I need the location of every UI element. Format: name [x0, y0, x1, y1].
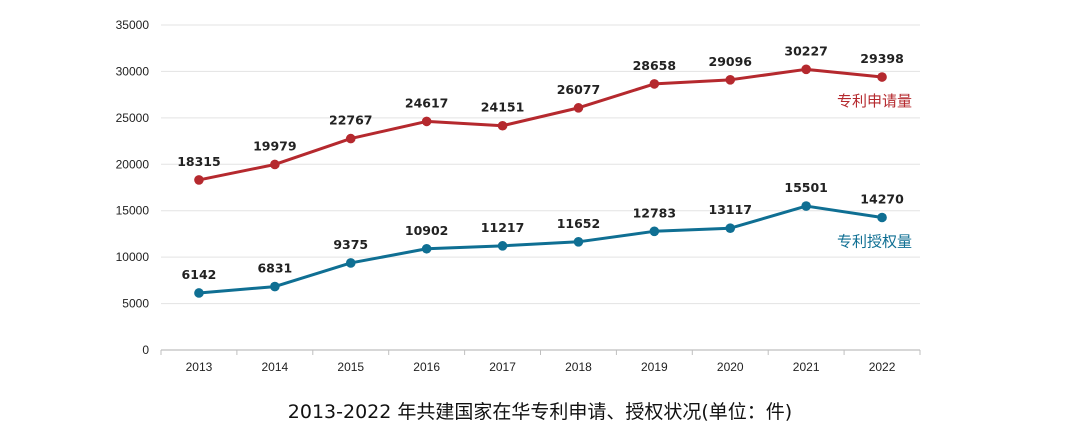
axes: 0 5000 10000 15000 20000 25000 30000 35000 2013 2… — [116, 18, 921, 374]
data-label: 19979 — [253, 138, 297, 153]
data-label: 12783 — [633, 205, 677, 220]
data-label: 11652 — [557, 216, 601, 231]
series-line — [197, 67, 884, 182]
data-point — [801, 64, 811, 75]
x-tick-label: 2015 — [337, 360, 364, 374]
data-point — [573, 237, 584, 247]
data-label: 22767 — [329, 113, 373, 128]
data-label: 18315 — [177, 154, 221, 169]
y-tick-label: 20000 — [116, 157, 150, 171]
x-tick-label: 2013 — [186, 360, 213, 374]
data-label: 29398 — [860, 51, 904, 66]
data-label: 6831 — [257, 261, 292, 276]
series-name-label: 专利授权量 — [837, 232, 912, 250]
chart-title: 2013-2022 年共建国家在华专利申请、授权状况(单位：件) — [288, 401, 792, 423]
data-label: 11217 — [481, 220, 525, 235]
data-point — [877, 212, 887, 223]
data-point — [649, 226, 660, 237]
data-label: 30227 — [784, 43, 828, 58]
data-point — [649, 79, 660, 89]
x-tick-label: 2018 — [565, 360, 592, 374]
data-labels: 18315 19979 22767 24617 24151 26077 28658 29096… — [177, 43, 912, 282]
y-tick-label: 25000 — [116, 111, 150, 125]
data-label: 24151 — [481, 100, 525, 115]
y-tick-label: 30000 — [116, 64, 150, 78]
series-line — [197, 204, 884, 295]
series-lines — [194, 64, 887, 298]
data-point — [345, 133, 356, 144]
x-tick-label: 2019 — [641, 360, 668, 374]
data-point — [421, 243, 432, 254]
data-point — [801, 201, 811, 211]
data-point — [725, 75, 736, 85]
data-point — [270, 159, 280, 170]
y-tick-label: 15000 — [116, 204, 150, 218]
data-label: 15501 — [784, 180, 828, 195]
x-tick-label: 2020 — [717, 360, 744, 374]
x-tick-label: 2017 — [489, 360, 516, 374]
y-tick-label: 10000 — [116, 250, 150, 264]
series-1 — [194, 64, 887, 185]
y-tick-label: 0 — [142, 343, 149, 357]
data-point — [877, 72, 887, 82]
data-label: 26077 — [557, 82, 601, 97]
data-label: 29096 — [709, 54, 753, 69]
x-tick-label: 2014 — [261, 360, 288, 374]
x-tick-label: 2021 — [793, 360, 820, 374]
data-point — [497, 120, 508, 131]
data-label: 13117 — [709, 202, 753, 217]
data-label: 28658 — [633, 58, 677, 73]
data-point — [421, 116, 432, 127]
y-tick-label: 5000 — [122, 297, 149, 311]
data-point — [497, 241, 508, 251]
data-label: 14270 — [860, 191, 904, 206]
x-tick-label: 2022 — [869, 360, 896, 374]
x-tick-label: 2016 — [413, 360, 440, 374]
data-point — [345, 258, 356, 268]
data-point — [270, 281, 280, 292]
data-point — [725, 223, 736, 233]
data-label: 9375 — [333, 237, 368, 252]
data-label: 10902 — [405, 223, 449, 238]
y-tick-label: 35000 — [116, 18, 150, 32]
series-name-label: 专利申请量 — [837, 92, 912, 110]
data-point — [573, 103, 584, 113]
data-label: 24617 — [405, 95, 449, 110]
data-point — [194, 288, 204, 298]
data-label: 6142 — [182, 267, 217, 282]
data-point — [194, 175, 204, 185]
series-2 — [194, 201, 887, 298]
